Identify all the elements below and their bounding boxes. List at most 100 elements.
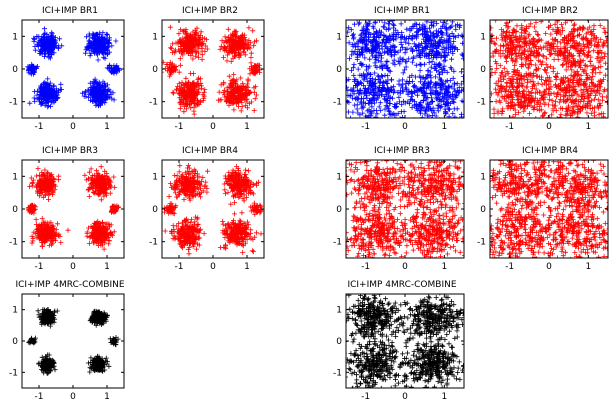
data-point <box>338 46 343 51</box>
y-tick-label: 0 <box>152 65 158 75</box>
data-point <box>572 22 577 27</box>
data-point <box>485 51 490 56</box>
data-point <box>534 119 539 124</box>
data-point <box>36 166 41 171</box>
data-point <box>226 27 231 32</box>
data-point <box>249 55 254 60</box>
data-point <box>499 79 504 84</box>
data-point <box>96 58 101 63</box>
data-point <box>527 111 532 116</box>
data-point <box>510 114 515 119</box>
data-point <box>590 74 595 79</box>
data-point <box>578 6 583 11</box>
data-point <box>543 133 548 138</box>
data-point <box>99 197 104 202</box>
data-point <box>352 62 357 67</box>
data-point <box>451 39 456 44</box>
data-point <box>473 89 478 94</box>
data-point <box>355 102 360 107</box>
y-tick-label: -1 <box>477 98 486 108</box>
data-point <box>484 78 489 83</box>
data-point <box>399 40 404 45</box>
data-point <box>351 73 356 78</box>
data-point <box>411 55 416 60</box>
data-points <box>159 25 262 117</box>
data-point <box>382 113 387 118</box>
data-point <box>493 87 498 92</box>
data-point <box>418 68 423 73</box>
data-point <box>55 221 60 226</box>
data-point <box>585 110 590 115</box>
data-point <box>46 197 51 202</box>
data-point <box>87 194 92 199</box>
data-point <box>346 110 351 115</box>
data-point <box>427 60 432 65</box>
x-tick-label: 0 <box>546 122 552 132</box>
x-tick-label: 1 <box>244 122 250 132</box>
x-tick-label: -1 <box>175 122 184 132</box>
data-point <box>82 173 87 178</box>
data-point <box>57 36 62 41</box>
data-point <box>524 120 529 125</box>
data-point <box>504 59 509 64</box>
data-point <box>466 56 471 61</box>
data-point <box>480 89 485 94</box>
data-point <box>409 90 414 95</box>
data-point <box>219 82 224 87</box>
x-tick-label: 0 <box>402 122 408 132</box>
data-point <box>414 63 419 68</box>
data-point <box>586 45 591 50</box>
data-point <box>168 25 173 30</box>
data-point <box>344 85 349 90</box>
data-point <box>526 66 531 71</box>
data-point <box>200 57 205 62</box>
x-tick-label: 1 <box>104 122 110 132</box>
data-point <box>219 97 224 102</box>
data-point <box>467 87 472 92</box>
data-point <box>493 12 498 17</box>
data-point <box>597 16 602 21</box>
data-point <box>32 96 37 101</box>
data-point <box>341 82 346 87</box>
data-point <box>239 108 244 113</box>
data-point <box>394 125 399 130</box>
data-point <box>430 99 435 104</box>
data-point <box>40 244 45 249</box>
data-point <box>357 88 362 93</box>
x-tick-label: -1 <box>35 122 44 132</box>
data-point <box>373 115 378 120</box>
data-point <box>534 74 539 79</box>
panel-title: ICI+IMP BR2 <box>522 6 578 16</box>
data-point <box>101 55 106 60</box>
data-point <box>387 26 392 31</box>
data-point <box>445 17 450 22</box>
data-point <box>492 116 497 121</box>
data-point <box>488 73 493 78</box>
data-point <box>451 69 456 74</box>
data-point <box>468 111 473 116</box>
data-point <box>510 59 515 64</box>
data-point <box>433 14 438 19</box>
data-point <box>471 71 476 76</box>
data-point <box>461 74 466 79</box>
data-point <box>482 60 487 65</box>
data-point <box>27 101 32 106</box>
data-point <box>466 29 471 34</box>
data-point <box>531 107 536 112</box>
data-point <box>440 7 445 12</box>
data-point <box>531 79 536 84</box>
data-point <box>56 177 61 182</box>
data-point <box>400 115 405 120</box>
data-point <box>578 9 583 14</box>
data-point <box>390 96 395 101</box>
data-point <box>32 99 37 104</box>
data-point <box>518 119 523 124</box>
data-point <box>188 71 193 76</box>
data-point <box>331 90 336 95</box>
data-point <box>59 87 64 92</box>
y-tick-label: 0 <box>336 65 342 75</box>
